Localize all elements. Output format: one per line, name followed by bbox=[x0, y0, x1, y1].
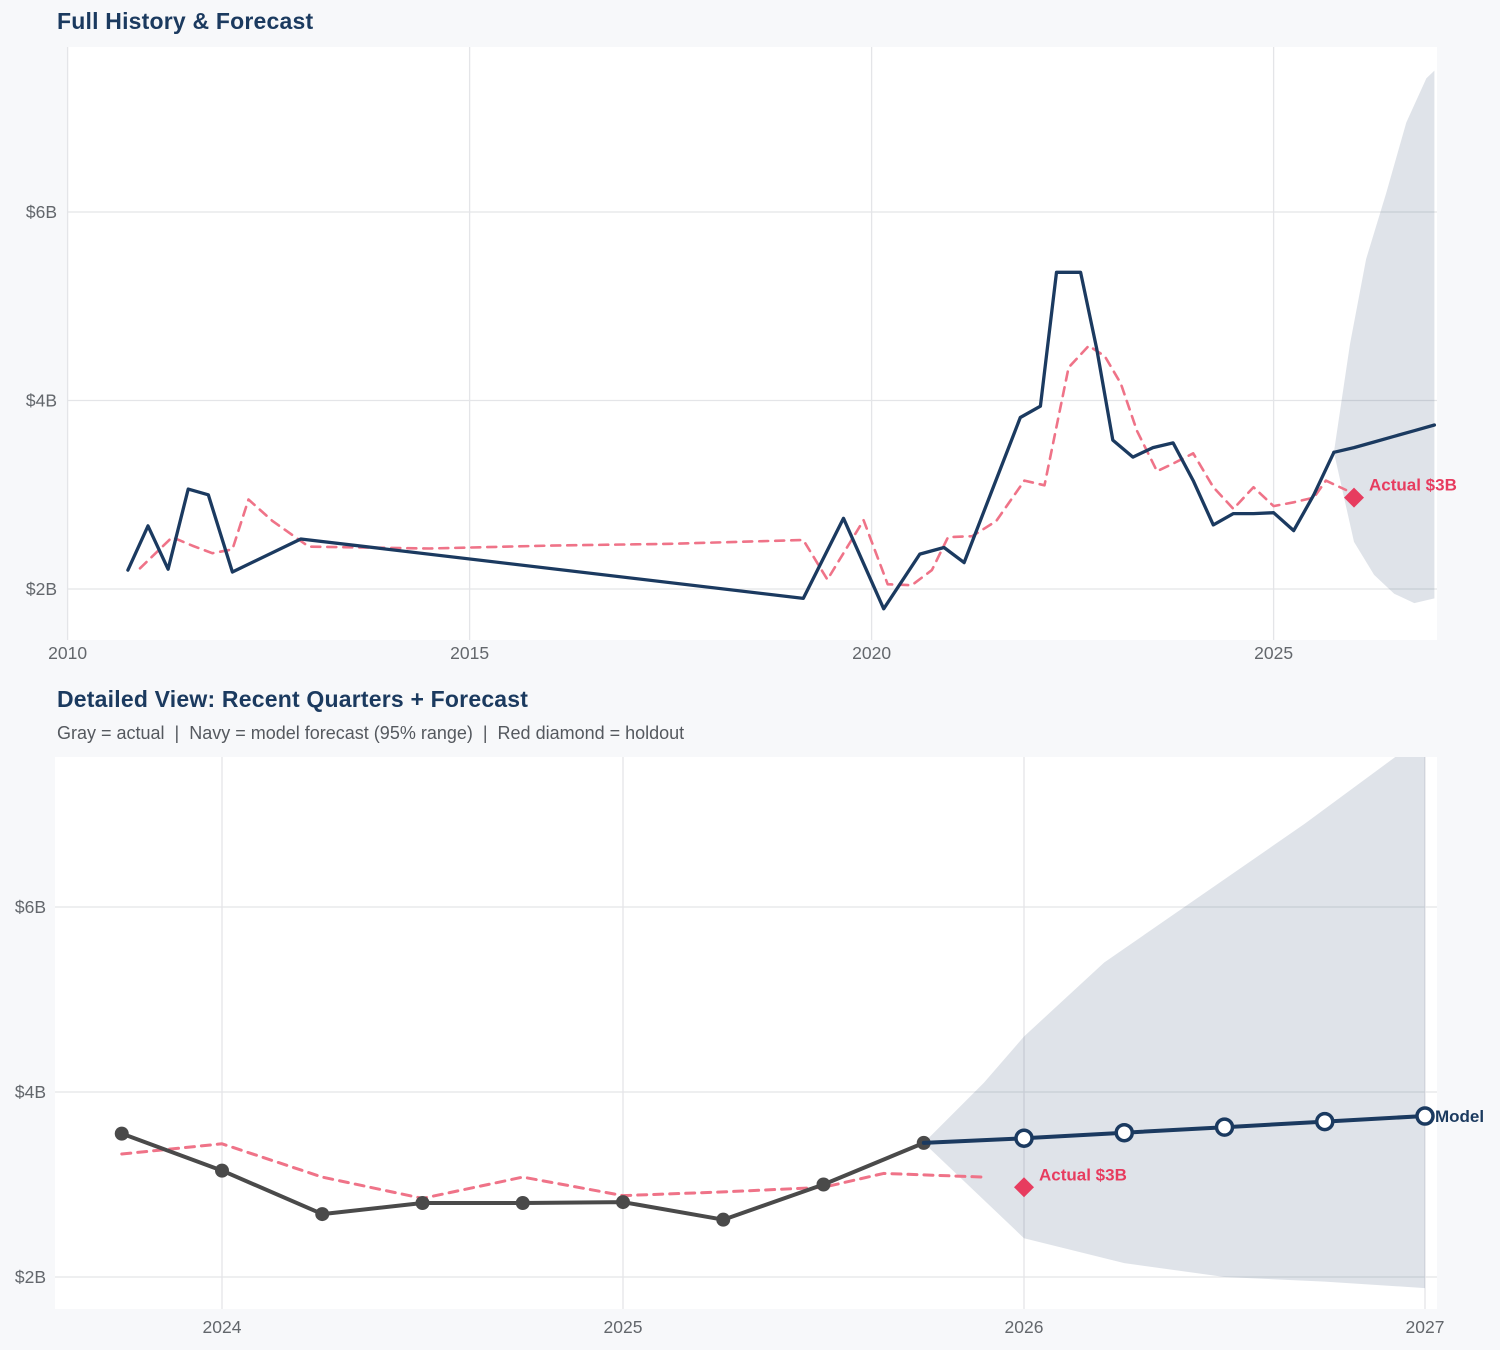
x-tick-label: 2026 bbox=[1005, 1317, 1044, 1337]
y-tick-label: $2B bbox=[26, 579, 57, 599]
actual-quarters-marker bbox=[315, 1207, 330, 1222]
actual-quarters-marker bbox=[816, 1177, 831, 1192]
model-forecast-marker bbox=[1415, 1106, 1435, 1126]
actual-quarters-marker bbox=[716, 1212, 731, 1227]
detailed-view-title: Detailed View: Recent Quarters + Forecas… bbox=[57, 686, 529, 712]
gridlines bbox=[55, 757, 1437, 1309]
holdout-diamond-icon bbox=[1014, 1177, 1034, 1198]
detailed-view-plot: Actual $3B Model 2024 2025 2026 2027 $2B $4B $6B bbox=[15, 757, 1484, 1337]
model-fit bbox=[120, 1142, 986, 1200]
holdout-annotation-label: Actual $3B bbox=[1039, 1165, 1127, 1184]
x-tick-label: 2015 bbox=[450, 643, 489, 663]
x-tick-label: 2010 bbox=[48, 643, 87, 663]
x-tick-label: 2024 bbox=[203, 1317, 242, 1337]
y-tick-label: $4B bbox=[15, 1082, 46, 1102]
model-forecast bbox=[921, 1114, 1427, 1145]
x-tick-label: 2020 bbox=[852, 643, 891, 663]
x-tick-label: 2027 bbox=[1406, 1317, 1445, 1337]
detailed-view-legend-subtitle: Gray = actual | Navy = model forecast (9… bbox=[57, 723, 685, 743]
series-layer bbox=[126, 70, 1437, 611]
actual-quarters-marker bbox=[515, 1196, 530, 1210]
forecast-95-band bbox=[1333, 70, 1435, 604]
x-tick-label: 2025 bbox=[604, 1317, 643, 1337]
model-fit bbox=[138, 344, 1348, 587]
forecast-95-band bbox=[923, 757, 1425, 1289]
actual-quarters-marker bbox=[114, 1126, 129, 1141]
plot-area bbox=[55, 757, 1437, 1309]
holdout-diamond-icon bbox=[1344, 487, 1364, 508]
model-forecast-marker bbox=[1114, 1122, 1134, 1143]
y-tick-label: $6B bbox=[15, 897, 46, 917]
actual-quarters-marker bbox=[415, 1196, 430, 1210]
model-line-label: Model bbox=[1435, 1107, 1484, 1126]
full-history-plot: Actual $3B 2010 2015 2020 2025 $2B $4B $6B bbox=[26, 47, 1457, 663]
axis-labels: 2024 2025 2026 2027 $2B $4B $6B bbox=[15, 897, 1445, 1337]
model-forecast-marker bbox=[1214, 1117, 1235, 1137]
model-forecast-marker bbox=[1315, 1111, 1335, 1132]
actual-quarters-marker bbox=[616, 1195, 630, 1210]
actual-history bbox=[126, 270, 1336, 611]
axis-labels: 2010 2015 2020 2025 $2B $4B $6B bbox=[26, 202, 1293, 663]
y-tick-label: $6B bbox=[26, 202, 57, 222]
full-history-title: Full History & Forecast bbox=[57, 8, 314, 34]
holdout-annotation-label: Actual $3B bbox=[1369, 476, 1457, 495]
gridlines bbox=[66, 47, 1437, 640]
y-tick-label: $4B bbox=[26, 391, 57, 411]
x-tick-label: 2025 bbox=[1254, 643, 1293, 663]
series-layer bbox=[114, 757, 1435, 1289]
y-tick-label: $2B bbox=[15, 1267, 46, 1287]
actual-quarters-marker bbox=[215, 1163, 229, 1178]
model-forecast-marker bbox=[1014, 1128, 1034, 1148]
model-forecast bbox=[1332, 423, 1437, 454]
